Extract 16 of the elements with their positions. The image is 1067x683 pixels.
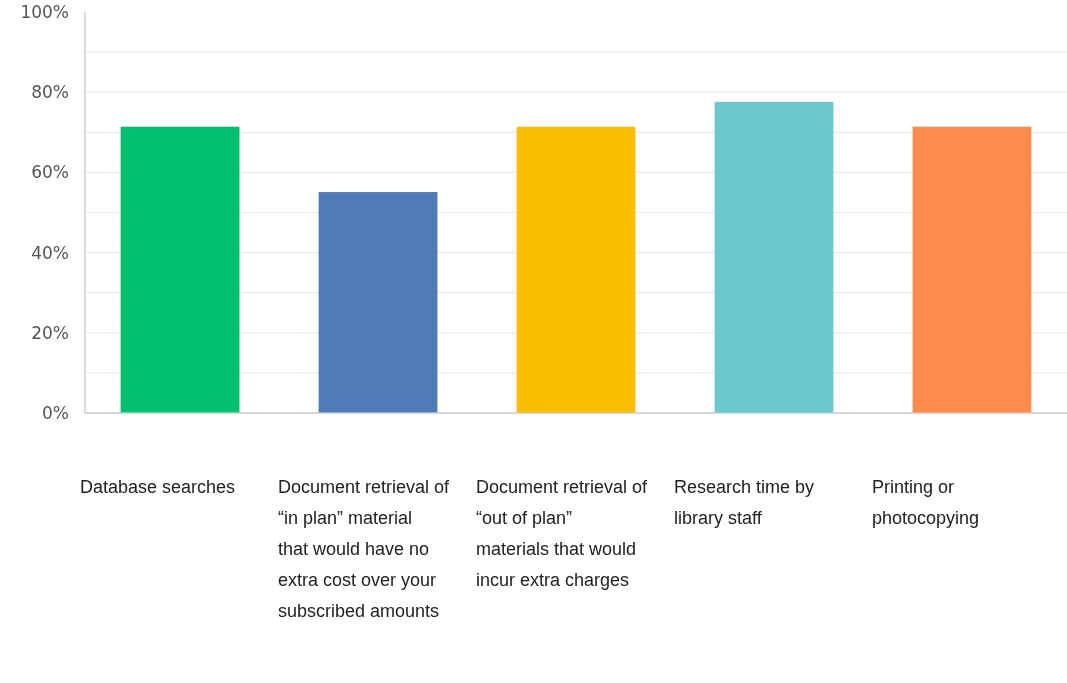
- bar: [516, 126, 636, 413]
- y-tick-label: 20%: [31, 322, 69, 343]
- x-tick-label: Printing or photocopying: [871, 477, 980, 528]
- y-tick-label: 100%: [20, 1, 69, 22]
- x-tick-label: Document retrieval of “in plan” material that would have no extra cost over your subscribed amounts: [278, 477, 451, 621]
- bar: [318, 192, 438, 413]
- x-tick-label: Document retrieval of “out of plan” materials that would incur extra charges: [476, 477, 649, 590]
- x-tick-label: Research time by library staff: [673, 477, 815, 528]
- y-tick-label: 0%: [42, 402, 69, 423]
- bar: [912, 126, 1032, 413]
- x-tick-label: Database searches: [80, 477, 236, 497]
- bar: [120, 126, 240, 413]
- y-tick-label: 40%: [31, 242, 69, 263]
- y-tick-label: 60%: [31, 162, 69, 183]
- y-tick-label: 80%: [31, 82, 69, 103]
- bar: [714, 101, 834, 413]
